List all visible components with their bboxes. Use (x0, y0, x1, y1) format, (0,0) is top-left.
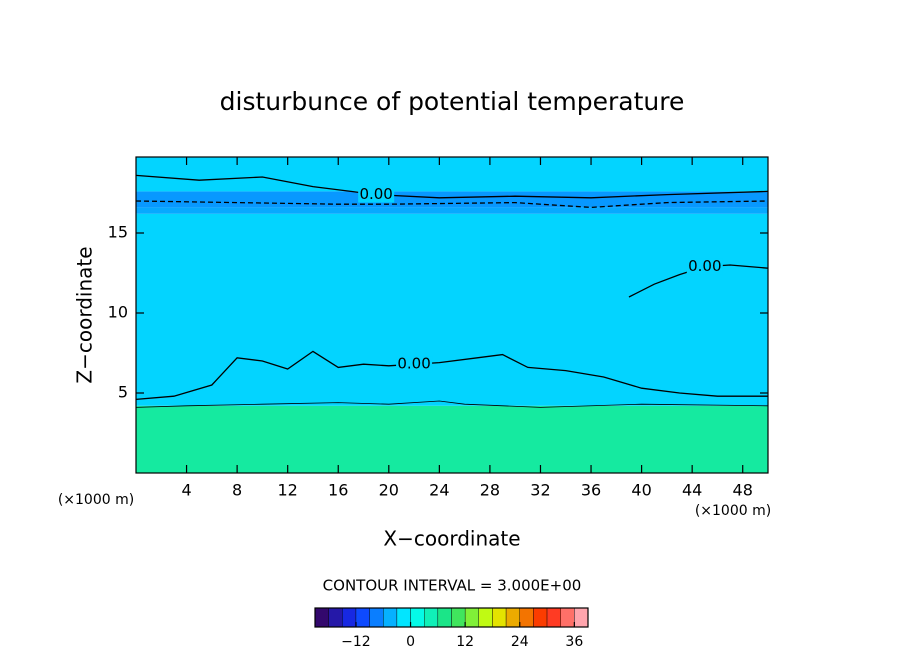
field-band (136, 191, 768, 208)
contour-line (135, 400, 769, 408)
x-tick-label: 40 (631, 481, 651, 500)
colorbar-cell (533, 607, 548, 628)
colorbar-cell (519, 607, 534, 628)
colorbar-cell (574, 607, 589, 628)
colorbar-cell (396, 607, 411, 628)
colorbar-cell (355, 607, 370, 628)
y-axis-label: Z−coordinate (73, 246, 97, 383)
colorbar-cell (505, 607, 520, 628)
y-tick-label: 5 (118, 383, 128, 402)
colorbar-cell (369, 607, 384, 628)
field-band (136, 207, 768, 214)
colorbar-cell (437, 607, 452, 628)
field-band (136, 405, 768, 473)
x-tick-label: 4 (181, 481, 191, 500)
colorbar-cell (492, 607, 507, 628)
x-tick-label: 36 (581, 481, 601, 500)
x-unit: (×1000 m) (695, 503, 771, 519)
x-tick-label: 8 (232, 481, 242, 500)
colorbar-tick-label: 36 (565, 634, 583, 650)
y-tick-label: 10 (108, 303, 128, 322)
x-tick-label: 16 (328, 481, 348, 500)
chart-title: disturbunce of potential temperature (220, 87, 685, 116)
colorbar-cell (464, 607, 479, 628)
x-tick-label: 20 (379, 481, 399, 500)
contour-label-bg (686, 258, 723, 275)
plot-frame (135, 156, 769, 474)
colorbar-cell (342, 607, 357, 628)
field-band (136, 213, 768, 406)
x-tick-label: 32 (530, 481, 550, 500)
colorbar-cell (451, 607, 466, 628)
colorbar-tick-label: −12 (341, 634, 371, 650)
colorbar-tick-label: 12 (456, 634, 474, 650)
contour-label-bg (396, 356, 433, 373)
colorbar-tick-label: 24 (511, 634, 529, 650)
y-unit: (×1000 m) (58, 492, 134, 508)
contour-label-bg (358, 186, 395, 203)
contour-label: 0.00 (397, 355, 430, 373)
x-axis-label: X−coordinate (383, 527, 520, 551)
contour-line (135, 200, 769, 209)
colorbar-cell (383, 607, 398, 628)
x-tick-label: 48 (733, 481, 753, 500)
colorbar-cell (478, 607, 493, 628)
contour-label: 0.00 (688, 257, 721, 275)
colorbar-cell (314, 607, 329, 628)
colorbar-cell (560, 607, 575, 628)
colorbar-cell (328, 607, 343, 628)
y-tick-label: 15 (108, 223, 128, 242)
contour-interval: CONTOUR INTERVAL = 3.000E+00 (323, 577, 582, 595)
x-tick-label: 28 (480, 481, 500, 500)
x-tick-label: 44 (682, 481, 702, 500)
colorbar-cell (410, 607, 425, 628)
colorbar-cell (424, 607, 439, 628)
x-tick-label: 24 (429, 481, 449, 500)
x-tick-label: 12 (278, 481, 298, 500)
field-band (136, 157, 768, 192)
contour-label: 0.00 (359, 185, 392, 203)
colorbar-frame (314, 607, 589, 628)
colorbar-tick-label: 0 (406, 634, 415, 650)
colorbar-cell (546, 607, 561, 628)
